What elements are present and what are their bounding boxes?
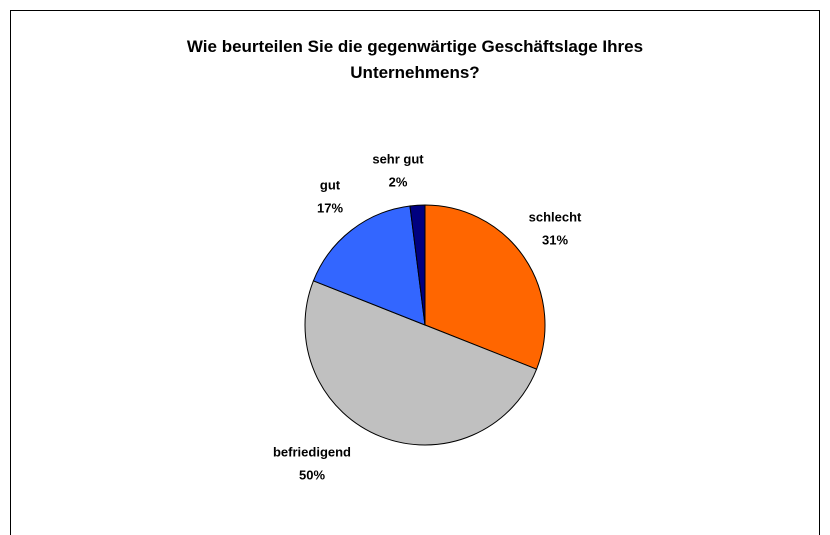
slice-value-label: 17% [317, 200, 343, 215]
chart-title: Wie beurteilen Sie die gegenwärtige Gesc… [186, 37, 644, 82]
pie-slice [304, 280, 538, 446]
chart-frame [10, 10, 820, 535]
pie-slice [409, 204, 426, 326]
slice-label: gut [320, 177, 341, 192]
slice-label: sehr gut [372, 151, 424, 166]
slice-value-label: 50% [299, 467, 325, 482]
slice-label: schlecht [529, 209, 582, 224]
pie-slice [312, 205, 426, 326]
slice-value-label: 2% [389, 174, 408, 189]
pie-slice [424, 204, 546, 370]
slice-label: befriedigend [273, 444, 351, 459]
slice-value-label: 31% [542, 232, 568, 247]
